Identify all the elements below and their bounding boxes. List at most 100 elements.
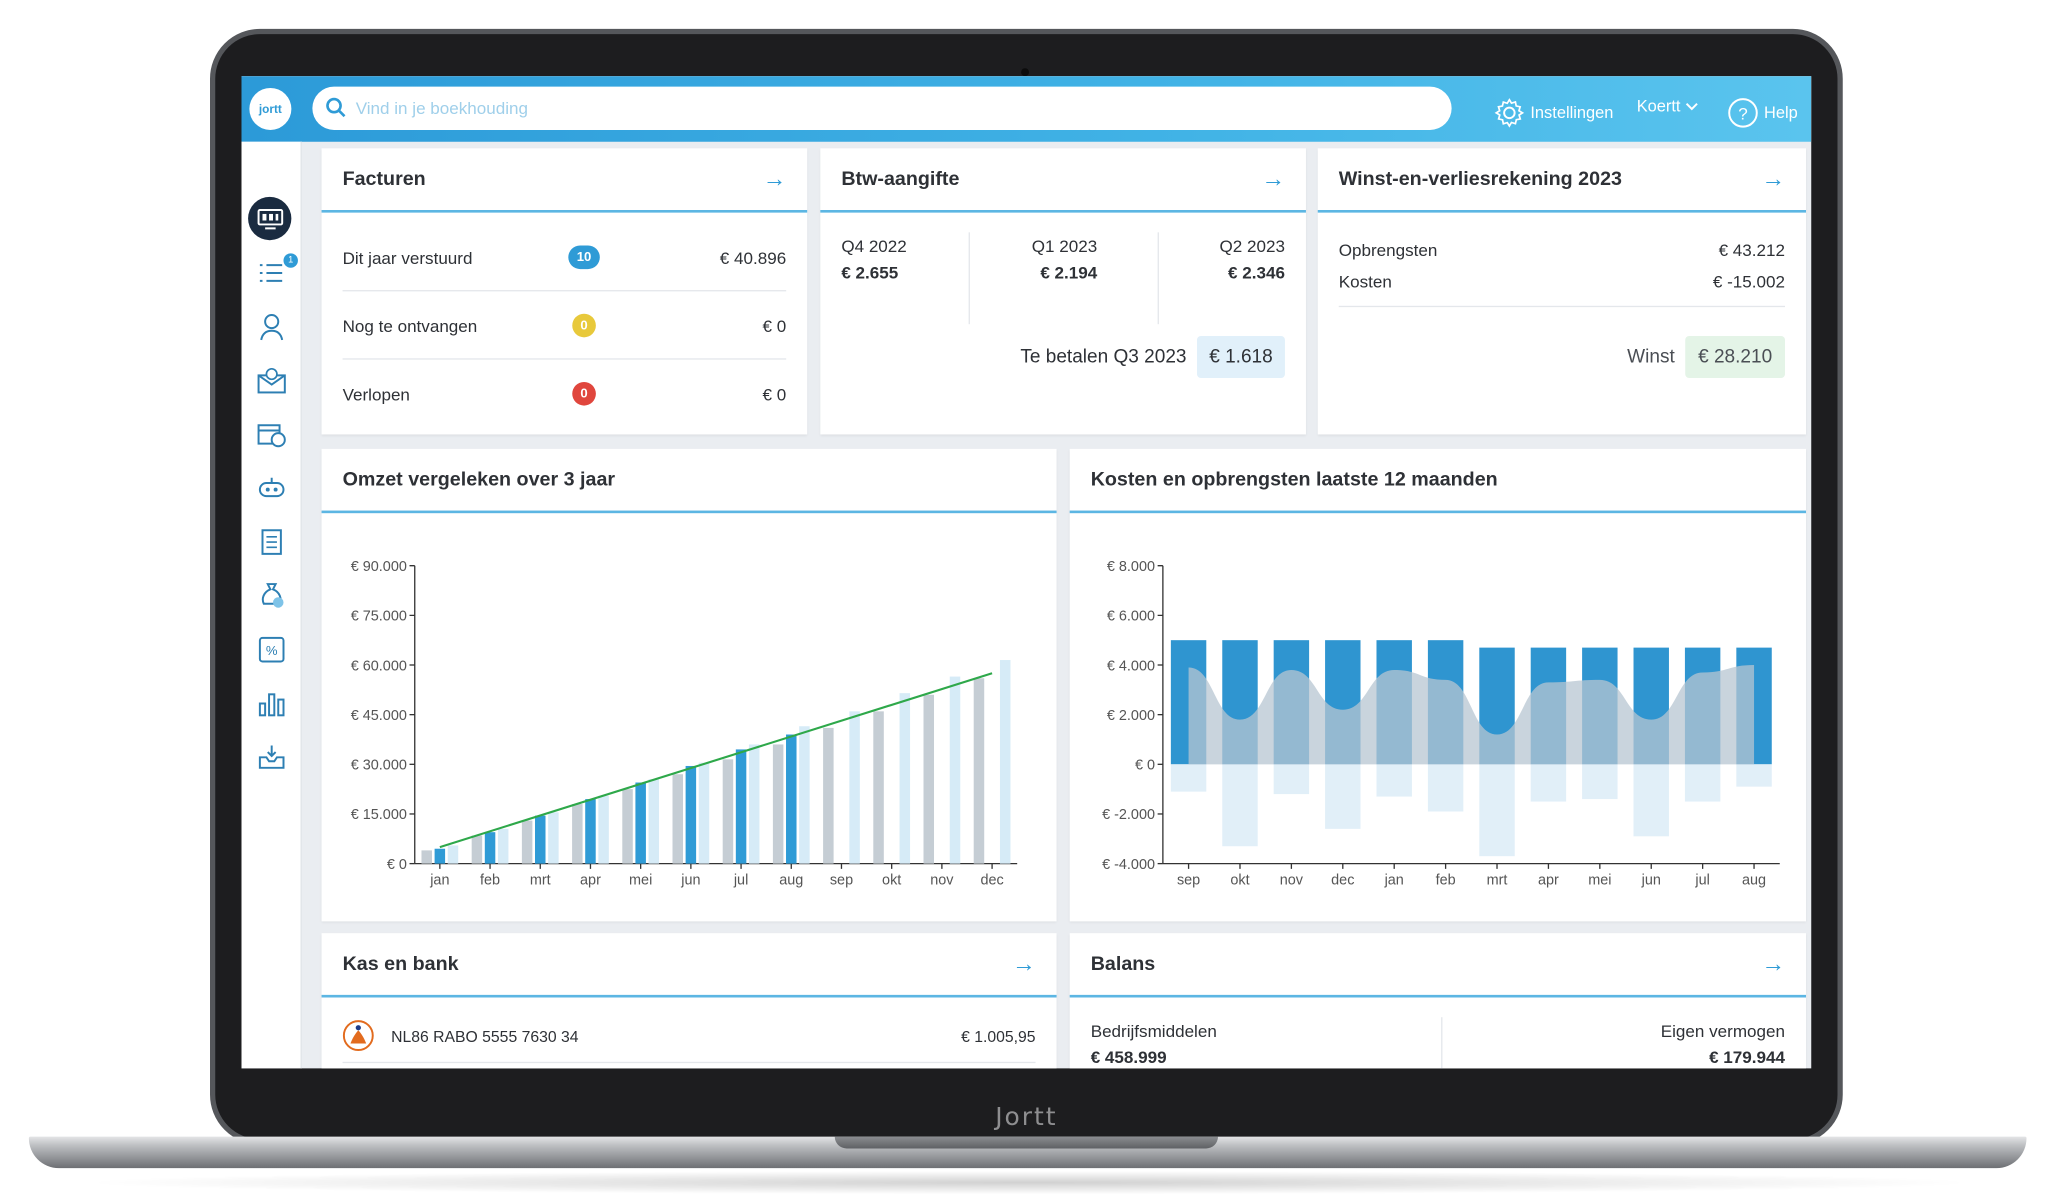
- omzet-bar: [672, 774, 683, 864]
- y-tick-label: € -4.000: [1102, 857, 1155, 873]
- search-bar[interactable]: Vind in je boekhouding: [312, 86, 1452, 130]
- user-menu[interactable]: Koertt: [1637, 97, 1699, 116]
- wv-arrow-icon[interactable]: →: [1761, 165, 1785, 192]
- x-tick-label: jun: [680, 873, 700, 889]
- balans-card: Balans → Bedrijfsmiddelen € 458.999 Eige…: [1069, 933, 1806, 1069]
- omzet-bar: [823, 727, 834, 864]
- sidebar: 1 %: [241, 141, 302, 1069]
- cost-bar: [1530, 764, 1567, 802]
- wv-title: Winst-en-verliesrekening 2023: [1338, 168, 1622, 191]
- inbox-icon[interactable]: [255, 740, 289, 774]
- x-tick-label: sep: [830, 873, 853, 889]
- x-tick-label: mei: [629, 873, 652, 889]
- x-tick-label: dec: [1331, 873, 1354, 889]
- app-logo[interactable]: jortt: [249, 87, 292, 130]
- top-bar: jortt Vind in je boekhouding Instellinge…: [241, 76, 1812, 142]
- laptop-shadow: [78, 1170, 1980, 1195]
- omzet-bar: [648, 779, 660, 864]
- omzet-bar: [849, 711, 860, 864]
- facturen-row-overdue[interactable]: Verlopen 0 € 0: [342, 360, 786, 428]
- x-tick-label: jun: [1641, 873, 1661, 889]
- x-tick-label: feb: [480, 873, 500, 889]
- balans-equity-label: Eigen vermogen: [1660, 1021, 1785, 1041]
- facturen-count-badge: 0: [572, 313, 596, 338]
- laptop-brand: Jortt: [995, 1102, 1058, 1132]
- btw-quarter-value: € 2.194: [1040, 262, 1098, 283]
- divider: [1157, 232, 1159, 325]
- divider: [342, 290, 787, 292]
- x-tick-label: mrt: [1487, 873, 1508, 889]
- wv-cost-label: Kosten: [1338, 271, 1392, 292]
- omzet-bar: [497, 828, 509, 864]
- gear-icon: [1494, 98, 1525, 128]
- balans-arrow-icon[interactable]: →: [1761, 950, 1785, 977]
- kas-arrow-icon[interactable]: →: [1011, 950, 1036, 977]
- omzet-bar: [548, 812, 559, 864]
- robot-icon[interactable]: [255, 471, 289, 505]
- x-tick-label: aug: [779, 873, 803, 889]
- btw-quarter-value: € 2.655: [841, 262, 899, 283]
- calendar-clock-icon[interactable]: [255, 417, 289, 451]
- btw-arrow-icon[interactable]: →: [1261, 165, 1285, 192]
- btw-quarter-label: Q1 2023: [1031, 236, 1098, 256]
- search-input[interactable]: Vind in je boekhouding: [355, 98, 529, 119]
- cost-bar: [1376, 764, 1412, 797]
- omzet-bar: [421, 850, 432, 864]
- facturen-row-sent[interactable]: Dit jaar verstuurd 10 € 40.896: [343, 223, 786, 291]
- omzet-bar: [447, 845, 459, 864]
- facturen-card: Facturen → Dit jaar verstuurd 10 € 40.89…: [321, 148, 808, 435]
- x-tick-label: jan: [429, 873, 449, 889]
- y-tick-label: € 90.000: [351, 559, 407, 575]
- omzet-bar: [572, 804, 583, 864]
- omzet-bar: [535, 815, 546, 864]
- facturen-row-pending[interactable]: Nog te ontvangen 0 € 0: [343, 291, 787, 359]
- invoice-mail-icon[interactable]: [255, 364, 289, 398]
- facturen-arrow-icon[interactable]: →: [762, 165, 787, 192]
- btw-quarter-label: Q2 2023: [1219, 236, 1285, 256]
- wv-profit-value: € 28.210: [1685, 336, 1785, 378]
- omzet-bar: [772, 744, 784, 864]
- omzet-bar: [434, 848, 446, 864]
- y-tick-label: € 2.000: [1107, 708, 1155, 724]
- facturen-row-value: € 0: [762, 315, 787, 336]
- omzet-bar: [722, 759, 734, 864]
- cost-bar: [1736, 764, 1772, 787]
- kas-card: Kas en bank → NL86 RABO 5555 7630 34 € 1…: [321, 933, 1057, 1069]
- cost-bar: [1684, 764, 1721, 802]
- omzet-bar: [585, 799, 596, 864]
- y-tick-label: € 4.000: [1107, 658, 1155, 674]
- list-badge: 1: [283, 253, 298, 268]
- wv-card: Winst-en-verliesrekening 2023 → Opbrengs…: [1317, 148, 1806, 435]
- cost-bar: [1325, 764, 1361, 829]
- chevron-down-icon: [1686, 102, 1699, 111]
- settings-button[interactable]: Instellingen: [1494, 97, 1613, 129]
- omzet-bar: [799, 726, 810, 864]
- omzet-bar: [973, 678, 985, 864]
- dashboard-icon[interactable]: [248, 196, 292, 241]
- omzet-bar: [899, 693, 911, 864]
- x-tick-label: mrt: [530, 873, 551, 889]
- camera: [1021, 68, 1029, 77]
- y-tick-label: € 75.000: [351, 609, 407, 625]
- y-tick-label: € -2.000: [1102, 807, 1155, 823]
- divider: [968, 232, 970, 325]
- y-tick-label: € 8.000: [1107, 559, 1155, 575]
- bar-chart-icon[interactable]: [255, 686, 289, 720]
- receipt-icon[interactable]: [255, 525, 289, 559]
- bank-logo-icon: [342, 1020, 374, 1051]
- balans-title: Balans: [1090, 952, 1156, 976]
- omzet-bar: [735, 749, 747, 864]
- facturen-row-label: Verlopen: [342, 383, 410, 404]
- omzet-bar: [999, 660, 1011, 864]
- cost-bar: [1273, 764, 1310, 795]
- contacts-icon[interactable]: [255, 310, 289, 344]
- cost-bar: [1582, 764, 1618, 800]
- wv-profit-label: Winst: [1627, 346, 1675, 368]
- percent-icon[interactable]: %: [255, 633, 289, 667]
- list-icon[interactable]: [255, 256, 289, 290]
- cost-bar: [1222, 764, 1258, 847]
- divider: [1441, 1017, 1443, 1069]
- money-bag-icon[interactable]: [255, 579, 289, 613]
- svg-text:?: ?: [1738, 104, 1747, 123]
- help-button[interactable]: ? Help: [1727, 97, 1798, 129]
